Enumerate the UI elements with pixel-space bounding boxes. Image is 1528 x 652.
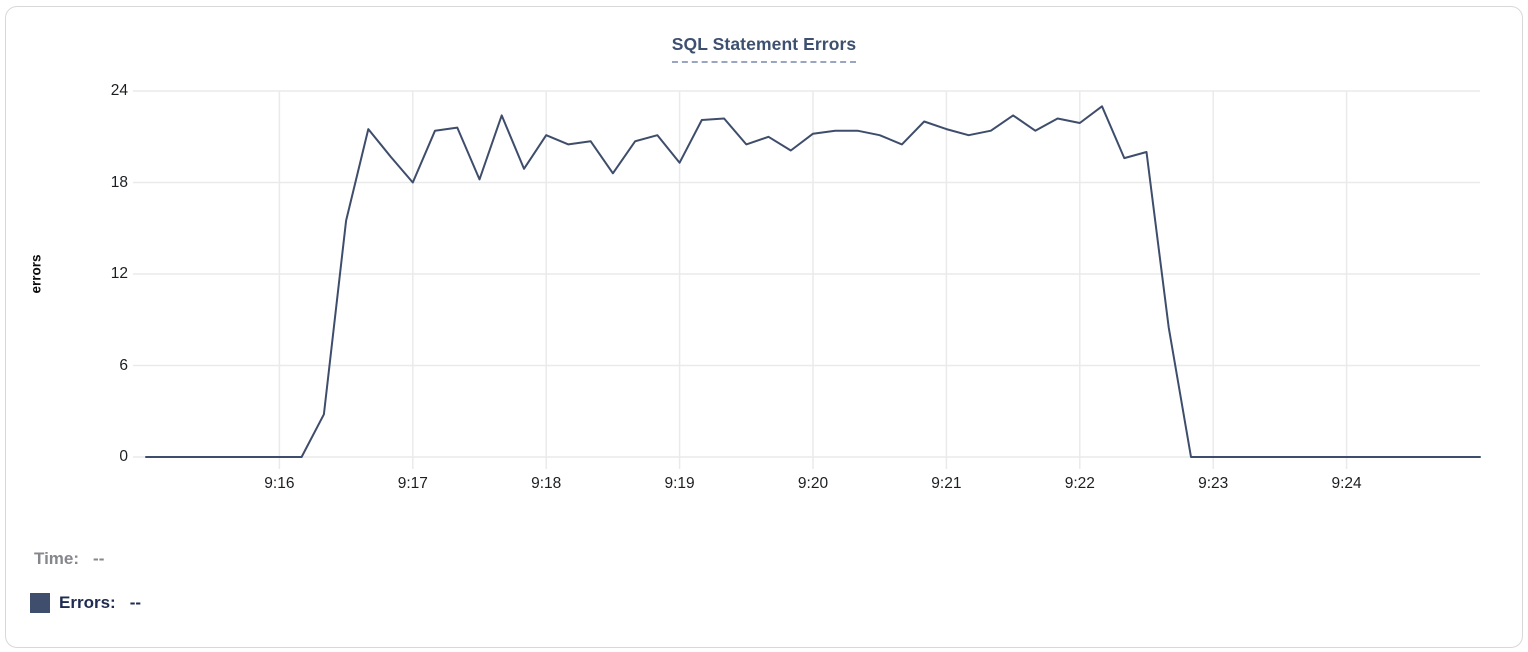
errors-series-swatch [30,593,50,613]
gridlines [133,90,1480,469]
x-tick-label: 9:17 [397,475,428,492]
errors-value: -- [129,593,142,612]
y-tick-label: 6 [119,356,128,374]
chart-header: SQL Statement Errors [6,34,1522,63]
x-tick-label: 9:16 [264,475,295,492]
hover-readout-time-row: Time: -- [34,549,104,569]
time-value: -- [93,549,105,568]
x-tick-label: 9:21 [931,475,962,492]
x-tick-label: 9:19 [664,475,695,492]
y-tick-label: 0 [119,448,128,465]
time-label: Time: [34,549,80,568]
x-tick-label: 9:22 [1064,475,1095,492]
errors-label: Errors: [59,593,116,612]
y-tick-label: 18 [110,173,128,191]
x-tick-label: 9:24 [1331,475,1362,492]
errors-series-polyline [145,105,1481,458]
x-tick-label: 9:23 [1198,475,1229,492]
chart-card: SQL Statement Errors errors 0 6 12 18 24 9:1… [5,6,1523,648]
x-tick-label: 9:20 [797,475,829,492]
chart-title[interactable]: SQL Statement Errors [671,34,857,63]
chart-plot-area[interactable] [6,7,1528,652]
series-line [145,105,1481,458]
hover-readout-errors-row: Errors: -- [30,593,141,613]
y-tick-label: 24 [110,82,128,99]
x-tick-label: 9:18 [531,475,562,492]
y-tick-label: 12 [110,265,128,282]
